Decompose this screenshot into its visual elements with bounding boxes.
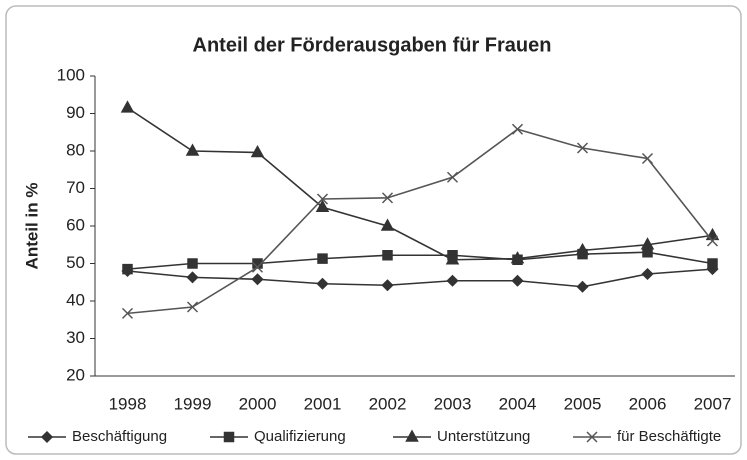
y-tick-label: 80 xyxy=(66,140,85,159)
marker xyxy=(446,274,459,287)
y-tick-label: 60 xyxy=(66,215,85,234)
y-tick-label: 70 xyxy=(66,178,85,197)
marker xyxy=(586,431,598,443)
y-tick-label: 100 xyxy=(57,65,85,84)
x-tick-label: 2004 xyxy=(499,394,537,413)
x-tick-label: 2006 xyxy=(629,394,667,413)
marker xyxy=(381,192,394,204)
chart-title: Anteil der Förderausgaben für Frauen xyxy=(193,34,552,56)
marker xyxy=(706,235,719,247)
x-tick-label: 2005 xyxy=(564,394,602,413)
marker xyxy=(405,429,419,442)
marker xyxy=(185,143,200,156)
marker xyxy=(120,100,135,113)
marker xyxy=(640,237,655,250)
marker xyxy=(316,277,329,290)
marker xyxy=(641,152,654,165)
frame xyxy=(5,5,742,455)
marker xyxy=(250,144,265,158)
legend-label: für Beschäftigte xyxy=(617,428,721,445)
marker xyxy=(186,301,199,313)
marker xyxy=(576,280,589,293)
x-tick-label: 2000 xyxy=(239,394,277,413)
y-tick-label: 20 xyxy=(66,365,85,384)
marker xyxy=(317,253,328,264)
y-axis-label: Anteil in % xyxy=(22,183,41,270)
legend-label: Unterstützung xyxy=(437,428,530,445)
marker xyxy=(223,431,235,443)
legend-label: Qualifizierung xyxy=(254,428,346,445)
marker xyxy=(251,273,264,286)
x-tick-label: 2001 xyxy=(304,394,342,413)
x-tick-label: 2007 xyxy=(694,394,732,413)
y-tick-label: 90 xyxy=(66,103,85,122)
marker xyxy=(511,123,524,135)
x-tick-label: 1998 xyxy=(109,394,147,413)
marker xyxy=(186,271,199,284)
marker xyxy=(641,267,654,281)
marker xyxy=(511,274,524,287)
marker xyxy=(576,142,589,154)
x-tick-label: 2003 xyxy=(434,394,472,413)
marker xyxy=(251,261,264,273)
x-tick-label: 2002 xyxy=(369,394,407,413)
marker xyxy=(315,199,330,212)
y-tick-label: 40 xyxy=(66,290,85,309)
marker xyxy=(446,171,459,183)
legend-label: Beschäftigung xyxy=(72,428,167,445)
marker xyxy=(575,242,590,256)
marker xyxy=(122,263,133,275)
marker xyxy=(381,279,394,292)
marker xyxy=(382,250,393,261)
marker xyxy=(707,258,718,269)
marker xyxy=(40,430,54,444)
series-line xyxy=(127,128,714,315)
series-line xyxy=(127,107,713,261)
y-tick-label: 50 xyxy=(66,253,85,272)
marker xyxy=(380,218,395,231)
marker xyxy=(121,307,134,319)
x-tick-label: 1999 xyxy=(174,394,212,413)
series-line xyxy=(127,268,713,288)
series-line xyxy=(127,251,713,270)
marker xyxy=(316,193,329,205)
marker xyxy=(510,251,525,264)
marker xyxy=(445,252,460,265)
y-tick-label: 30 xyxy=(66,328,85,347)
marker xyxy=(187,258,198,269)
